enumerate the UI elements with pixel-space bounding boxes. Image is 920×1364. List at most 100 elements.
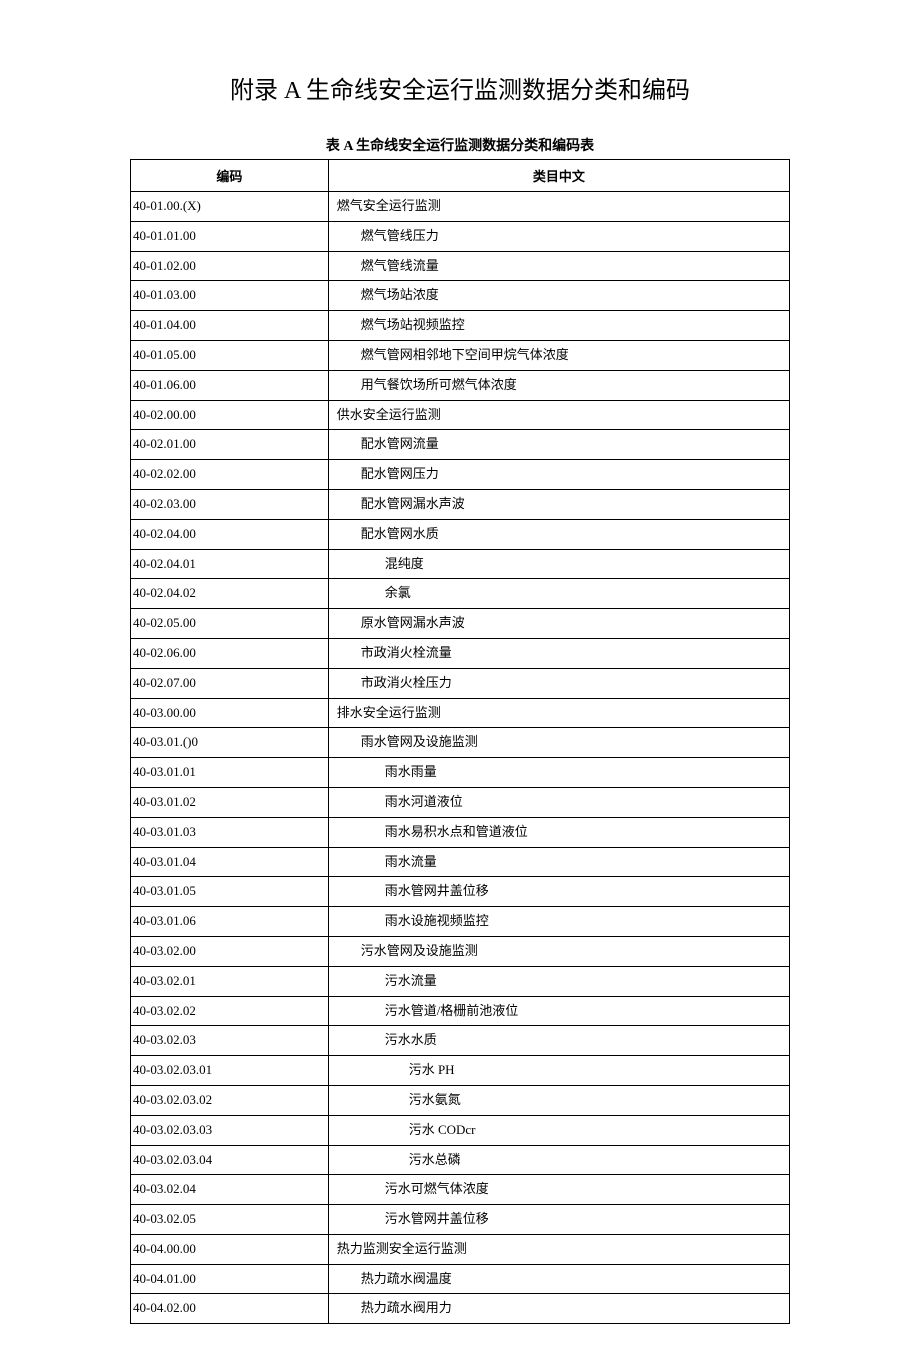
name-cell: 热力疏水阀用力 [328,1294,789,1324]
code-cell: 40-02.01.00 [131,430,329,460]
name-cell: 燃气场站浓度 [328,281,789,311]
category-name: 配水管网漏水声波 [333,494,465,515]
name-cell: 污水氨氮 [328,1085,789,1115]
code-cell: 40-03.02.03.02 [131,1085,329,1115]
code-cell: 40-04.01.00 [131,1264,329,1294]
table-row: 40-03.01.04雨水流量 [131,847,790,877]
category-name: 混纯度 [333,554,424,575]
table-row: 40-04.00.00热力监测安全运行监测 [131,1234,790,1264]
category-name: 燃气管线流量 [333,256,439,277]
name-cell: 雨水易积水点和管道液位 [328,817,789,847]
category-name: 污水总磷 [333,1150,461,1171]
table-row: 40-02.07.00市政消火栓压力 [131,668,790,698]
category-name: 污水管网井盖位移 [333,1209,489,1230]
name-cell: 配水管网漏水声波 [328,489,789,519]
table-row: 40-03.01.05雨水管网井盖位移 [131,877,790,907]
code-cell: 40-02.04.01 [131,549,329,579]
table-row: 40-03.02.01污水流量 [131,966,790,996]
code-cell: 40-01.01.00 [131,221,329,251]
name-cell: 燃气管线压力 [328,221,789,251]
table-row: 40-02.04.01混纯度 [131,549,790,579]
name-cell: 供水安全运行监测 [328,400,789,430]
code-cell: 40-03.02.02 [131,996,329,1026]
name-cell: 雨水设施视频监控 [328,907,789,937]
code-cell: 40-03.01.02 [131,787,329,817]
code-cell: 40-03.02.03.03 [131,1115,329,1145]
name-cell: 燃气场站视频监控 [328,311,789,341]
table-row: 40-01.06.00用气餐饮场所可燃气体浓度 [131,370,790,400]
name-cell: 污水可燃气体浓度 [328,1175,789,1205]
name-cell: 热力疏水阀温度 [328,1264,789,1294]
header-code: 编码 [131,160,329,192]
code-cell: 40-01.06.00 [131,370,329,400]
code-cell: 40-03.01.05 [131,877,329,907]
category-name: 污水可燃气体浓度 [333,1179,489,1200]
category-name: 雨水设施视频监控 [333,911,489,932]
code-cell: 40-03.01.03 [131,817,329,847]
category-name: 污水流量 [333,971,437,992]
code-cell: 40-03.02.05 [131,1205,329,1235]
category-name: 供水安全运行监测 [333,405,441,426]
table-row: 40-03.01.02雨水河道液位 [131,787,790,817]
table-row: 40-01.04.00燃气场站视频监控 [131,311,790,341]
name-cell: 配水管网压力 [328,460,789,490]
category-name: 雨水河道液位 [333,792,463,813]
name-cell: 市政消火栓压力 [328,668,789,698]
code-cell: 40-01.02.00 [131,251,329,281]
table-row: 40-03.01.03雨水易积水点和管道液位 [131,817,790,847]
table-row: 40-04.02.00热力疏水阀用力 [131,1294,790,1324]
category-name: 余氯 [333,583,411,604]
table-row: 40-03.02.03污水水质 [131,1026,790,1056]
category-name: 污水管网及设施监测 [333,941,478,962]
code-cell: 40-04.00.00 [131,1234,329,1264]
name-cell: 燃气安全运行监测 [328,192,789,222]
code-cell: 40-03.02.00 [131,936,329,966]
page-title: 附录 A 生命线安全运行监测数据分类和编码 [130,70,790,105]
category-name: 雨水管网及设施监测 [333,732,478,753]
code-cell: 40-02.04.02 [131,579,329,609]
code-cell: 40-01.03.00 [131,281,329,311]
table-row: 40-02.02.00配水管网压力 [131,460,790,490]
code-cell: 40-04.02.00 [131,1294,329,1324]
table-row: 40-01.03.00燃气场站浓度 [131,281,790,311]
table-row: 40-02.03.00配水管网漏水声波 [131,489,790,519]
category-name: 热力疏水阀用力 [333,1298,452,1319]
name-cell: 污水流量 [328,966,789,996]
code-cell: 40-03.02.03.01 [131,1056,329,1086]
name-cell: 混纯度 [328,549,789,579]
name-cell: 雨水雨量 [328,758,789,788]
name-cell: 市政消火栓流量 [328,638,789,668]
name-cell: 雨水管网及设施监测 [328,728,789,758]
name-cell: 热力监测安全运行监测 [328,1234,789,1264]
table-row: 40-03.01.06雨水设施视频监控 [131,907,790,937]
table-row: 40-01.02.00燃气管线流量 [131,251,790,281]
name-cell: 配水管网流量 [328,430,789,460]
category-name: 热力疏水阀温度 [333,1269,452,1290]
code-cell: 40-02.00.00 [131,400,329,430]
category-name: 污水管道/格栅前池液位 [333,1001,519,1022]
category-name: 配水管网水质 [333,524,439,545]
name-cell: 污水管网井盖位移 [328,1205,789,1235]
category-name: 燃气管网相邻地下空间甲烷气体浓度 [333,345,569,366]
code-cell: 40-03.02.03 [131,1026,329,1056]
category-name: 污水 CODcr [333,1120,476,1141]
category-name: 雨水雨量 [333,762,437,783]
name-cell: 雨水流量 [328,847,789,877]
name-cell: 燃气管网相邻地下空间甲烷气体浓度 [328,340,789,370]
code-cell: 40-02.03.00 [131,489,329,519]
name-cell: 燃气管线流量 [328,251,789,281]
table-row: 40-03.02.00污水管网及设施监测 [131,936,790,966]
category-name: 燃气场站浓度 [333,285,439,306]
category-name: 市政消火栓压力 [333,673,452,694]
category-name: 原水管网漏水声波 [333,613,465,634]
category-name: 燃气安全运行监测 [333,196,441,217]
name-cell: 污水管道/格栅前池液位 [328,996,789,1026]
category-name: 燃气管线压力 [333,226,439,247]
table-header-row: 编码 类目中文 [131,160,790,192]
category-name: 排水安全运行监测 [333,703,441,724]
name-cell: 污水总磷 [328,1145,789,1175]
table-row: 40-02.04.02余氯 [131,579,790,609]
table-row: 40-03.02.03.01污水 PH [131,1056,790,1086]
category-name: 用气餐饮场所可燃气体浓度 [333,375,517,396]
code-cell: 40-03.02.01 [131,966,329,996]
